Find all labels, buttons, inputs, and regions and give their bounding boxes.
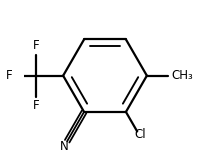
- Text: CH₃: CH₃: [172, 69, 194, 82]
- Text: F: F: [33, 99, 39, 113]
- Text: N: N: [60, 140, 68, 153]
- Text: F: F: [33, 39, 39, 52]
- Text: F: F: [6, 69, 12, 82]
- Text: Cl: Cl: [134, 128, 146, 141]
